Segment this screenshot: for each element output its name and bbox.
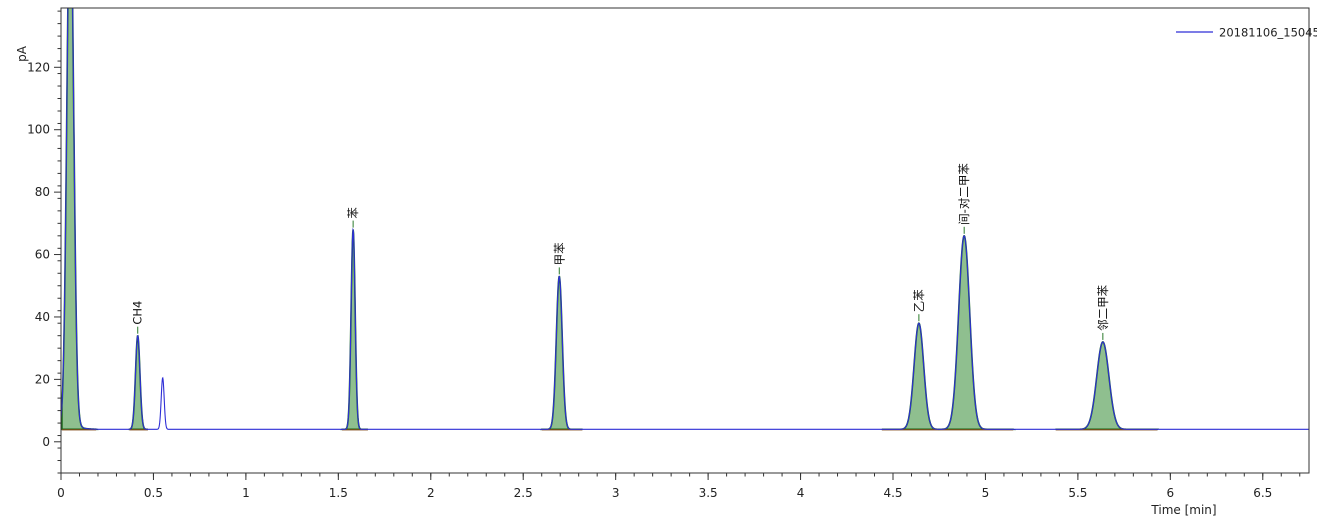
x-tick-label: 6	[1167, 486, 1175, 500]
x-axis-title: Time [min]	[1150, 503, 1216, 517]
x-tick-label: 4.5	[883, 486, 902, 500]
y-tick-label: 120	[27, 60, 50, 74]
y-tick-label: 20	[35, 372, 50, 386]
x-tick-label: 2	[427, 486, 435, 500]
y-axis-title: pA	[15, 45, 29, 62]
peak-fill-toluene	[539, 275, 583, 431]
x-tick-label: 5	[982, 486, 990, 500]
x-tick-label: 4	[797, 486, 805, 500]
x-tick-label: 1.5	[329, 486, 348, 500]
x-tick-label: 3.5	[699, 486, 718, 500]
y-tick-label: 60	[35, 248, 50, 262]
x-tick-label: 1	[242, 486, 250, 500]
peak-label: 苯	[346, 207, 360, 219]
peak-label: 邻二甲苯	[1096, 284, 1110, 330]
y-tick-label: 80	[35, 185, 50, 199]
peak-fill-mp-xylene	[938, 235, 1014, 431]
plot-frame	[60, 7, 1310, 474]
integrated-peak-fills	[61, 8, 1159, 431]
x-tick-label: 5.5	[1068, 486, 1087, 500]
peak-label: 甲苯	[552, 242, 566, 265]
legend: 20181106_150458	[1176, 26, 1317, 40]
x-tick-label: 6.5	[1253, 486, 1272, 500]
legend-label: 20181106_150458	[1219, 26, 1317, 40]
y-tick-label: 100	[27, 123, 50, 137]
signal-trace	[61, 8, 1309, 430]
peak-label: 间-对二甲苯	[957, 163, 971, 225]
y-tick-label: 0	[42, 435, 50, 449]
peak-label: 乙苯	[912, 289, 926, 312]
chart-axes: 0 0.5 1 1.5 2 2.5 3 3.5 4 4.5 5 5.5 6 6.5 0 20 40 60 80 100…	[27, 7, 1310, 500]
x-tick-label: 3	[612, 486, 620, 500]
x-tick-label: 0	[57, 486, 65, 500]
x-tick-label: 0.5	[144, 486, 163, 500]
signal-line	[61, 8, 1309, 430]
peak-fill-ethylbenzene	[881, 322, 941, 431]
peak-label: CH4	[131, 301, 145, 325]
y-tick-label: 40	[35, 310, 50, 324]
x-tick-label: 2.5	[514, 486, 533, 500]
